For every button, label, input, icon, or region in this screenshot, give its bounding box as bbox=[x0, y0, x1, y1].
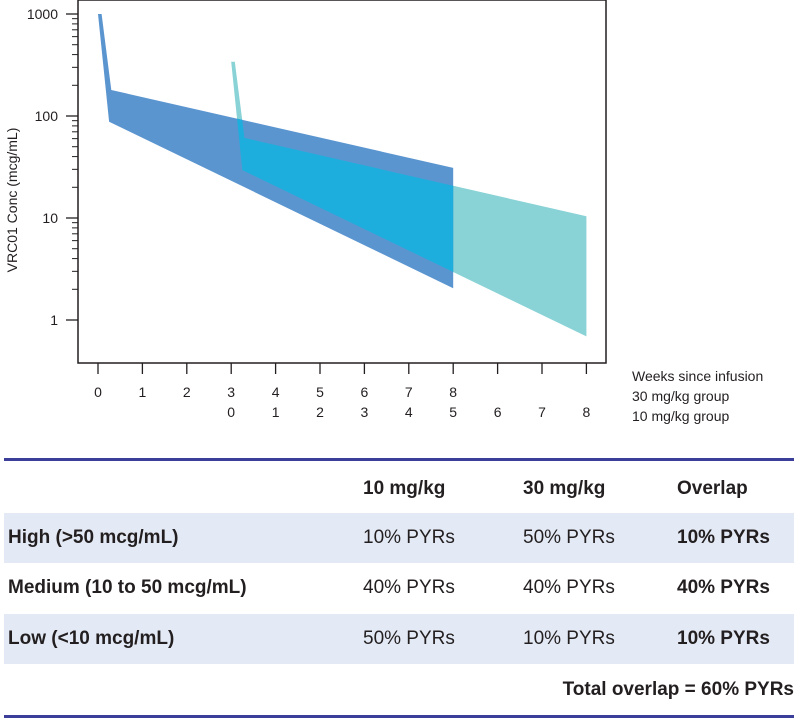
x-tick-label: 7 bbox=[405, 384, 413, 400]
x-axis: 0 1 2 3 4 5 6 7 8 0 1 2 3 4 5 6 7 8 bbox=[94, 363, 591, 420]
x-tick-label: 8 bbox=[449, 384, 457, 400]
x-tick-label: 7 bbox=[538, 404, 546, 420]
x-tick-label: 6 bbox=[494, 404, 502, 420]
y-tick-label: 1000 bbox=[27, 6, 58, 22]
header-30mg: 30 mg/kg bbox=[523, 478, 606, 499]
y-tick-label: 10 bbox=[42, 210, 58, 226]
cell-overlap: 40% PYRs bbox=[677, 577, 770, 598]
y-axis: 1 10 100 1000 bbox=[27, 6, 78, 328]
x-tick-label: 0 bbox=[227, 404, 235, 420]
concentration-chart: 1 10 100 1000 0 1 2 3 4 5 6 7 8 0 1 2 3 4 5 6 7 8 VRC01 Conc… bbox=[4, 0, 763, 424]
table-row: Low (<10 mcg/mL) 50% PYRs 10% PYRs 10% P… bbox=[4, 614, 794, 664]
table-top-rule bbox=[4, 458, 794, 461]
cell-overlap: 10% PYRs bbox=[677, 628, 770, 649]
table-header-row: 10 mg/kg 30 mg/kg Overlap bbox=[4, 464, 794, 514]
x-tick-label: 4 bbox=[272, 384, 280, 400]
x-tick-label: 0 bbox=[94, 384, 102, 400]
table-row: High (>50 mcg/mL) 10% PYRs 50% PYRs 10% … bbox=[4, 513, 794, 563]
x-tick-label: 2 bbox=[316, 404, 324, 420]
x-tick-label: 4 bbox=[405, 404, 413, 420]
band-overlap bbox=[231, 61, 454, 289]
cell-overlap: 10% PYRs bbox=[677, 527, 770, 548]
cell-10mg: 50% PYRs bbox=[363, 628, 455, 649]
row-label: Low (<10 mcg/mL) bbox=[8, 628, 175, 649]
table-row: Medium (10 to 50 mcg/mL) 40% PYRs 40% PY… bbox=[4, 563, 794, 613]
row-label: Medium (10 to 50 mcg/mL) bbox=[8, 577, 247, 598]
cell-30mg: 10% PYRs bbox=[523, 628, 615, 649]
y-axis-label: VRC01 Conc (mcg/mL) bbox=[4, 128, 20, 273]
plot-frame bbox=[77, 0, 607, 364]
cell-10mg: 10% PYRs bbox=[363, 527, 455, 548]
cell-10mg: 40% PYRs bbox=[363, 577, 455, 598]
header-overlap: Overlap bbox=[677, 478, 748, 499]
x-row-label-10: 10 mg/kg group bbox=[632, 408, 729, 424]
x-axis-label: Weeks since infusion bbox=[632, 368, 763, 384]
x-tick-label: 8 bbox=[583, 404, 591, 420]
x-tick-label: 1 bbox=[139, 384, 147, 400]
table-total-row: Total overlap = 60% PYRs bbox=[4, 665, 794, 715]
cell-30mg: 50% PYRs bbox=[523, 527, 615, 548]
header-10mg: 10 mg/kg bbox=[363, 478, 446, 499]
cell-30mg: 40% PYRs bbox=[523, 577, 615, 598]
x-tick-label: 5 bbox=[449, 404, 457, 420]
y-tick-label: 100 bbox=[35, 108, 59, 124]
row-label: High (>50 mcg/mL) bbox=[8, 527, 179, 548]
x-tick-label: 3 bbox=[227, 384, 235, 400]
x-tick-label: 5 bbox=[316, 384, 324, 400]
total-overlap: Total overlap = 60% PYRs bbox=[562, 679, 794, 700]
x-row-label-30: 30 mg/kg group bbox=[632, 388, 729, 404]
table-bottom-rule bbox=[4, 715, 794, 718]
y-tick-label: 1 bbox=[50, 312, 58, 328]
x-tick-label: 1 bbox=[272, 404, 280, 420]
x-tick-label: 3 bbox=[361, 404, 369, 420]
bands bbox=[98, 14, 587, 337]
x-tick-label: 2 bbox=[183, 384, 191, 400]
x-tick-label: 6 bbox=[361, 384, 369, 400]
